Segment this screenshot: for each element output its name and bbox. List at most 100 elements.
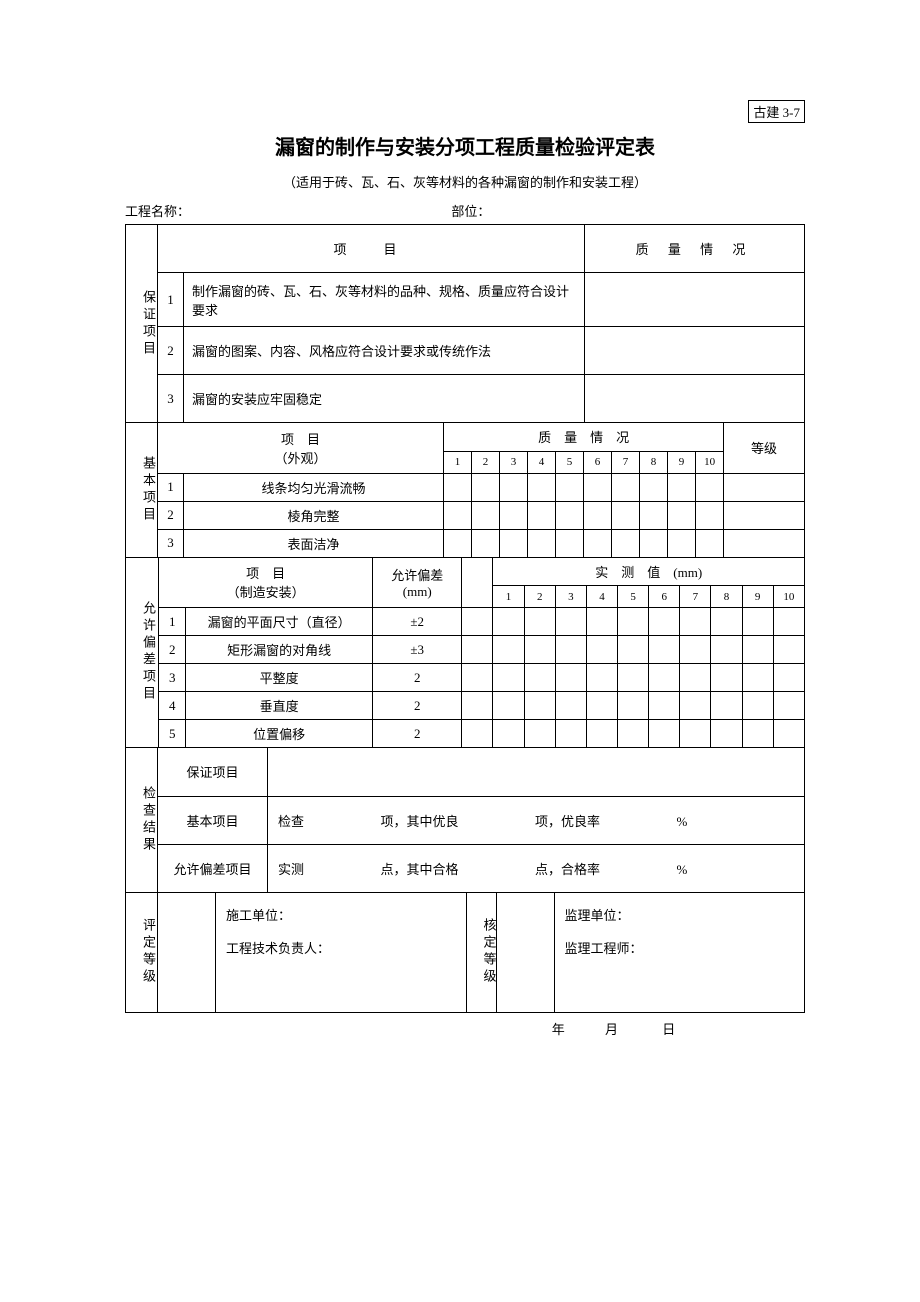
cell[interactable] <box>680 636 711 664</box>
cell[interactable] <box>472 529 500 557</box>
cell[interactable] <box>640 529 668 557</box>
cell[interactable] <box>500 529 528 557</box>
grade-cell[interactable] <box>724 529 805 557</box>
cell[interactable] <box>618 692 649 720</box>
cell[interactable] <box>668 501 696 529</box>
cell[interactable] <box>680 720 711 748</box>
s1-row-num: 1 <box>158 273 184 327</box>
cell[interactable] <box>528 501 556 529</box>
cell[interactable] <box>556 473 584 501</box>
cell[interactable] <box>444 501 472 529</box>
cell[interactable] <box>556 529 584 557</box>
s1-row-qual[interactable] <box>585 273 805 327</box>
cell[interactable] <box>711 692 742 720</box>
cell[interactable] <box>742 692 773 720</box>
cell[interactable] <box>586 692 617 720</box>
cell[interactable] <box>711 664 742 692</box>
s1-row-qual[interactable] <box>585 327 805 375</box>
cell[interactable] <box>711 608 742 636</box>
cell[interactable] <box>556 501 584 529</box>
cell[interactable] <box>524 636 555 664</box>
cell[interactable] <box>680 692 711 720</box>
cell[interactable] <box>586 608 617 636</box>
eval-right-grade[interactable] <box>496 893 554 1013</box>
cell[interactable] <box>680 608 711 636</box>
txt: 实测 <box>278 862 304 877</box>
eval-left-sig[interactable]: 施工单位： 工程技术负责人： <box>216 893 467 1013</box>
cell[interactable] <box>462 664 493 692</box>
cell[interactable] <box>668 473 696 501</box>
cell[interactable] <box>649 692 680 720</box>
cell[interactable] <box>555 636 586 664</box>
cell[interactable] <box>696 473 724 501</box>
cell[interactable] <box>472 473 500 501</box>
result-basic-line[interactable]: 检查 项，其中优良 项，优良率 % <box>268 796 805 844</box>
cell[interactable] <box>555 720 586 748</box>
cell[interactable] <box>500 473 528 501</box>
cell[interactable] <box>680 664 711 692</box>
cell[interactable] <box>618 664 649 692</box>
cell[interactable] <box>444 473 472 501</box>
cell[interactable] <box>462 636 493 664</box>
grade-cell[interactable] <box>724 473 805 501</box>
grade-cell[interactable] <box>724 501 805 529</box>
cell[interactable] <box>612 529 640 557</box>
cell[interactable] <box>640 473 668 501</box>
cell[interactable] <box>773 636 804 664</box>
cell[interactable] <box>524 720 555 748</box>
eval-left-grade[interactable] <box>158 893 216 1013</box>
cell[interactable] <box>649 664 680 692</box>
cell[interactable] <box>555 608 586 636</box>
cell[interactable] <box>696 501 724 529</box>
cell[interactable] <box>584 529 612 557</box>
cell[interactable] <box>649 636 680 664</box>
cell[interactable] <box>462 608 493 636</box>
cell[interactable] <box>742 720 773 748</box>
cell[interactable] <box>493 636 524 664</box>
cell[interactable] <box>618 608 649 636</box>
cell[interactable] <box>524 692 555 720</box>
cell[interactable] <box>524 608 555 636</box>
cell[interactable] <box>493 720 524 748</box>
cell[interactable] <box>618 720 649 748</box>
cell[interactable] <box>586 720 617 748</box>
cell[interactable] <box>742 608 773 636</box>
s1-row-qual[interactable] <box>585 375 805 423</box>
cell[interactable] <box>528 473 556 501</box>
cell[interactable] <box>462 692 493 720</box>
cell[interactable] <box>444 529 472 557</box>
cell[interactable] <box>493 692 524 720</box>
cell[interactable] <box>649 720 680 748</box>
cell[interactable] <box>528 529 556 557</box>
cell[interactable] <box>668 529 696 557</box>
cell[interactable] <box>711 636 742 664</box>
cell[interactable] <box>462 720 493 748</box>
cell[interactable] <box>584 501 612 529</box>
cell[interactable] <box>742 636 773 664</box>
cell[interactable] <box>711 720 742 748</box>
cell[interactable] <box>555 664 586 692</box>
cell[interactable] <box>773 720 804 748</box>
cell[interactable] <box>493 608 524 636</box>
cell[interactable] <box>586 636 617 664</box>
cell[interactable] <box>773 664 804 692</box>
cell[interactable] <box>742 664 773 692</box>
cell[interactable] <box>640 501 668 529</box>
cell[interactable] <box>612 501 640 529</box>
result-tol-line[interactable]: 实测 点，其中合格 点，合格率 % <box>268 844 805 892</box>
cell[interactable] <box>493 664 524 692</box>
cell[interactable] <box>696 529 724 557</box>
cell[interactable] <box>555 692 586 720</box>
cell[interactable] <box>773 692 804 720</box>
cell[interactable] <box>773 608 804 636</box>
cell[interactable] <box>612 473 640 501</box>
result-guarantee-value[interactable] <box>268 748 805 796</box>
cell[interactable] <box>618 636 649 664</box>
cell[interactable] <box>500 501 528 529</box>
eval-right-sig[interactable]: 监理单位： 监理工程师： <box>554 893 805 1013</box>
cell[interactable] <box>524 664 555 692</box>
cell[interactable] <box>586 664 617 692</box>
cell[interactable] <box>649 608 680 636</box>
cell[interactable] <box>584 473 612 501</box>
cell[interactable] <box>472 501 500 529</box>
